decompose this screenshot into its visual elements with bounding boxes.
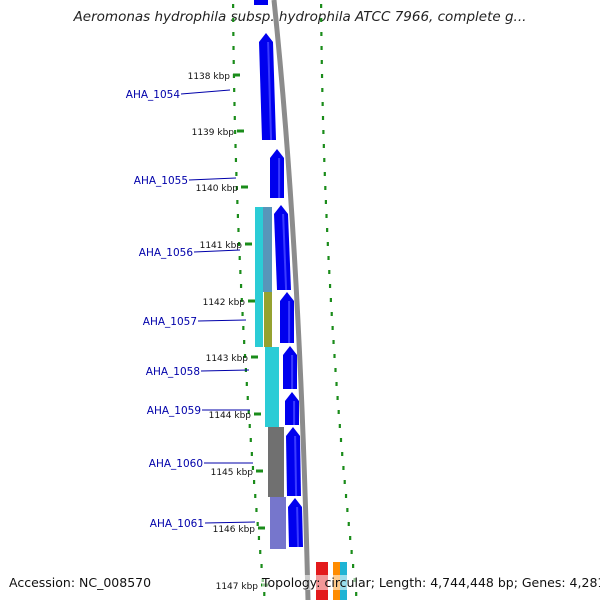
- gene-arrow-aha-1061-shade: [296, 506, 300, 548]
- gene-label-text: AHA_1054: [126, 89, 181, 101]
- ruler-tick-9: 1147 kbp: [216, 582, 268, 592]
- ruler-tick-mark: [256, 469, 263, 473]
- gene-label-text: AHA_1061: [150, 518, 204, 530]
- gene-arrow-aha-1058: [283, 346, 297, 389]
- gene-arrow-aha-1060-shade: [294, 435, 298, 497]
- band-slate: [270, 497, 286, 549]
- gene-label-aha-1059: AHA_1059: [147, 405, 250, 417]
- ruler-label: 1146 kbp: [213, 525, 256, 535]
- ruler-tick-mark: [245, 242, 252, 246]
- ruler-label: 1147 kbp: [216, 582, 259, 592]
- ruler-label: 1141 kbp: [200, 241, 243, 251]
- band-gray: [268, 427, 284, 497]
- ruler-label: 1140 kbp: [196, 184, 239, 194]
- leader-line: [193, 249, 241, 253]
- gene-arrow-aha-1061: [288, 498, 303, 547]
- gene-label-aha-1056: AHA_1056: [139, 247, 241, 259]
- gene-label-aha-1057: AHA_1057: [143, 316, 247, 328]
- ruler-label: 1143 kbp: [206, 354, 249, 364]
- ruler-tick-mark: [233, 73, 240, 77]
- gene-label-text: AHA_1056: [139, 247, 194, 259]
- ruler-tick-mark: [258, 526, 265, 530]
- gene-arrow-aha-1057: [280, 292, 294, 343]
- ruler-label: 1138 kbp: [188, 72, 231, 82]
- band-cyan-1: [255, 207, 263, 347]
- gene-arrow-aha-1056-shade: [282, 213, 288, 291]
- ruler-tick-2: 1140 kbp: [196, 184, 248, 194]
- gene-arrow-aha-1059: [285, 392, 299, 425]
- ruler-tick-mark: [254, 412, 261, 416]
- gene-arrow-aha-1054: [259, 33, 276, 140]
- gene-label-aha-1061: AHA_1061: [150, 518, 256, 530]
- leader-line: [200, 369, 250, 372]
- accession-text: Accession: NC_008570: [9, 575, 152, 590]
- ruler-tick-8: 1146 kbp: [213, 525, 265, 535]
- ruler-tick-mark: [241, 185, 248, 189]
- leader-line: [188, 177, 237, 181]
- backbone-track: [271, 0, 311, 600]
- ruler-tick-mark: [248, 299, 255, 303]
- guide-dots-right: [320, 4, 358, 596]
- ruler-tick-mark: [237, 129, 244, 133]
- band-steel: [263, 207, 272, 292]
- ruler-tick-5: 1143 kbp: [206, 354, 258, 364]
- ruler-label: 1144 kbp: [209, 411, 252, 421]
- gene-arrow-aha-1055: [270, 149, 284, 198]
- ruler-tick-3: 1141 kbp: [200, 241, 252, 251]
- gene-label-text: AHA_1060: [149, 458, 203, 470]
- gene-arrow-aha-1054-shade: [267, 41, 273, 141]
- ruler-label: 1139 kbp: [192, 128, 235, 138]
- ruler-tick-0: 1138 kbp: [188, 72, 240, 82]
- leader-line: [197, 319, 247, 322]
- gene-label-text: AHA_1058: [146, 366, 200, 378]
- ruler-tick-1: 1139 kbp: [192, 128, 244, 138]
- gene-arrow-aha-1060: [286, 427, 301, 496]
- gene-label-aha-1054: AHA_1054: [126, 89, 231, 101]
- ruler-tick-4: 1142 kbp: [203, 298, 255, 308]
- ruler-label: 1142 kbp: [203, 298, 246, 308]
- band-cyan-2: [265, 347, 279, 427]
- topology-text: Topology: circular; Length: 4,744,448 bp…: [262, 575, 600, 590]
- band-olive: [264, 292, 272, 347]
- ruler-label: 1145 kbp: [211, 468, 254, 478]
- ruler-tick-6: 1144 kbp: [209, 411, 261, 421]
- ruler-tick-mark: [251, 355, 258, 359]
- gene-label-aha-1060: AHA_1060: [149, 458, 253, 470]
- gene-arrow-aha-1056: [274, 205, 291, 290]
- gene-label-text: AHA_1055: [134, 175, 188, 187]
- gene-label-aha-1055: AHA_1055: [134, 175, 237, 187]
- gene-label-aha-1058: AHA_1058: [146, 366, 250, 378]
- ruler-tick-7: 1145 kbp: [211, 468, 263, 478]
- gene-label-text: AHA_1059: [147, 405, 201, 417]
- leader-line: [204, 521, 256, 524]
- gene-label-text: AHA_1057: [143, 316, 197, 328]
- leader-line: [180, 89, 231, 95]
- map-title: Aeromonas hydrophila subsp. hydrophila A…: [73, 9, 527, 25]
- gene-arrow-top: [254, 0, 268, 5]
